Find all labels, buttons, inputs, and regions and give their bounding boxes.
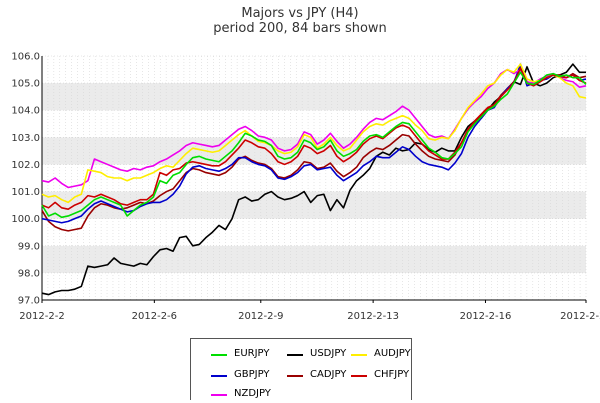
legend-label: USDJPY (310, 348, 347, 359)
legend-swatch (351, 375, 367, 377)
y-tick-label: 99.0 (18, 241, 40, 252)
legend-swatch (287, 354, 303, 356)
chart-subtitle: period 200, 84 bars shown (213, 21, 387, 36)
series-line-eurjpy (41, 71, 587, 219)
series-line-audjpy (41, 63, 587, 204)
y-tick-label: 98.0 (18, 268, 40, 279)
y-tick-label: 97.0 (18, 296, 40, 307)
legend-label: NZDJPY (234, 388, 271, 399)
plot-band (42, 218, 586, 246)
series-line-usdjpy (41, 63, 586, 296)
legend-swatch (351, 354, 367, 356)
legend-label: AUDJPY (374, 348, 411, 359)
y-tick-label: 102.0 (11, 160, 40, 171)
plot-bands (42, 56, 586, 300)
y-tick-label: 104.0 (11, 106, 40, 117)
x-tick-label: 2012-2-6 (132, 311, 177, 322)
legend-swatch (211, 375, 227, 377)
legend: EURJPY USDJPY AUDJPY GBPJPY CADJPY CHFJPY NZDJ… (190, 338, 412, 400)
legend-swatch (287, 375, 303, 377)
x-tick-label: 2012-2-9 (238, 311, 283, 322)
legend-label: EURJPY (234, 348, 270, 359)
plot-band (42, 245, 586, 273)
plot-band (42, 56, 586, 84)
legend-label: CADJPY (310, 369, 347, 380)
series-lines (41, 63, 587, 296)
plot-band (42, 110, 586, 138)
y-tick-label: 100.0 (11, 214, 40, 225)
y-tick-label: 103.0 (11, 133, 40, 144)
legend-swatch (211, 394, 227, 396)
legend-label: CHFJPY (374, 369, 410, 380)
x-tick-label: 2012-2-2 (19, 311, 64, 322)
y-tick-label: 106.0 (11, 52, 40, 63)
plot-band (42, 164, 586, 192)
tick-labels: 97.0 98.0 99.0 100.0 101.0 102.0 103.0 104.0 105… (11, 52, 600, 323)
legend-swatch (211, 354, 227, 356)
legend-label: GBPJPY (234, 369, 270, 380)
chart-title: Majors vs JPY (H4) (241, 6, 359, 21)
x-tick-label: 2012-2-16 (460, 311, 512, 322)
x-tick-label: 2012-2-13 (347, 311, 399, 322)
y-tick-label: 101.0 (11, 187, 40, 198)
plot-band (42, 272, 586, 300)
axes (41, 56, 587, 303)
x-tick-label: 2012-2-21 (560, 311, 600, 322)
series-line-chfjpy (41, 67, 587, 210)
y-tick-label: 105.0 (11, 79, 40, 90)
